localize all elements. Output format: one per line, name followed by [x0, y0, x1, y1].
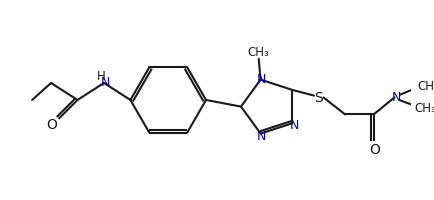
Text: N: N: [289, 118, 298, 131]
Text: N: N: [256, 73, 266, 86]
Text: CH₃: CH₃: [417, 79, 434, 92]
Text: H: H: [96, 70, 105, 82]
Text: O: O: [368, 142, 379, 156]
Text: N: N: [101, 75, 110, 88]
Text: CH₃: CH₃: [414, 102, 434, 115]
Text: S: S: [314, 91, 322, 105]
Text: CH₃: CH₃: [247, 46, 269, 58]
Text: O: O: [46, 117, 57, 131]
Text: N: N: [391, 91, 400, 104]
Text: N: N: [256, 129, 266, 142]
